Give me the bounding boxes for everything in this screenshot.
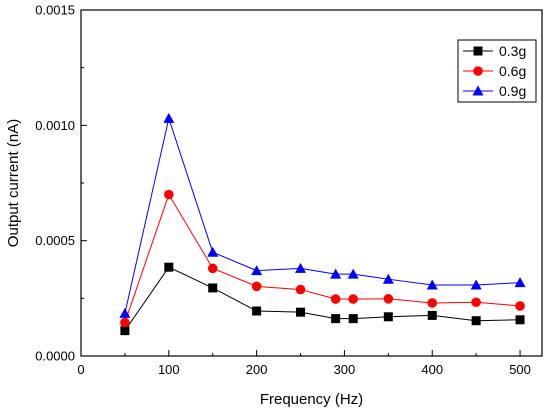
- legend: 0.3g 0.6g 0.9g: [457, 39, 537, 103]
- series-layer: [119, 112, 526, 336]
- data-point: [295, 284, 306, 295]
- data-point: [348, 294, 359, 304]
- data-point: [207, 263, 218, 274]
- legend-item: 0.3g: [463, 43, 526, 59]
- y-tick-label: 0.0010: [35, 118, 75, 133]
- data-point: [514, 277, 526, 288]
- data-point: [471, 316, 481, 326]
- data-point: [330, 268, 342, 279]
- series-line: [124, 266, 521, 331]
- data-point: [383, 293, 394, 304]
- data-point: [348, 314, 358, 324]
- x-tick-label: 400: [421, 362, 443, 377]
- y-tick-label: 0.0005: [35, 233, 75, 248]
- y-axis-title: Output current (nA): [5, 119, 22, 247]
- data-point: [427, 310, 437, 320]
- data-point: [208, 283, 218, 293]
- series-line: [124, 116, 521, 314]
- legend-label: 0.9g: [499, 83, 526, 99]
- data-point: [470, 279, 482, 290]
- data-point: [120, 326, 130, 336]
- x-tick-label: 300: [334, 362, 356, 377]
- x-tick-label: 100: [158, 362, 180, 377]
- data-point: [347, 268, 359, 279]
- legend-label: 0.3g: [499, 43, 526, 59]
- legend-marker: [472, 85, 484, 96]
- data-point: [119, 307, 131, 318]
- y-tick-label: 0.0015: [35, 3, 75, 18]
- data-point: [515, 301, 525, 311]
- data-point: [330, 294, 341, 304]
- series-0.9g: [119, 112, 526, 318]
- legend-item: 0.6g: [463, 63, 526, 79]
- data-point: [163, 112, 175, 123]
- data-point: [296, 307, 306, 317]
- x-axis-title: Frequency (Hz): [260, 391, 363, 408]
- legend-marker: [473, 46, 483, 56]
- legend-marker: [473, 66, 483, 76]
- series-line: [124, 193, 521, 323]
- x-tick-label: 200: [246, 362, 268, 377]
- data-point: [383, 312, 393, 322]
- x-tick-label: 500: [509, 362, 531, 377]
- data-point: [515, 315, 525, 325]
- data-point: [426, 279, 438, 290]
- data-point: [471, 297, 481, 308]
- data-point: [164, 189, 174, 200]
- data-point: [251, 281, 262, 292]
- legend-item: 0.9g: [463, 83, 526, 99]
- series-0.6g: [120, 189, 525, 328]
- data-point: [207, 246, 219, 257]
- data-point: [331, 314, 341, 324]
- series-0.3g: [120, 262, 525, 336]
- x-tick-label: 0: [77, 362, 84, 377]
- data-point: [251, 265, 263, 276]
- data-point: [382, 273, 394, 284]
- y-tick-label: 0.0000: [35, 349, 75, 364]
- data-point: [164, 262, 174, 272]
- data-point: [120, 317, 130, 328]
- data-point: [252, 306, 262, 316]
- data-point: [295, 262, 307, 273]
- tick-layer: 0 100 200 300 400 500 0.0000 0.0005 0.0010 0.0015: [35, 3, 531, 378]
- data-point: [427, 298, 438, 308]
- legend-label: 0.6g: [499, 63, 526, 79]
